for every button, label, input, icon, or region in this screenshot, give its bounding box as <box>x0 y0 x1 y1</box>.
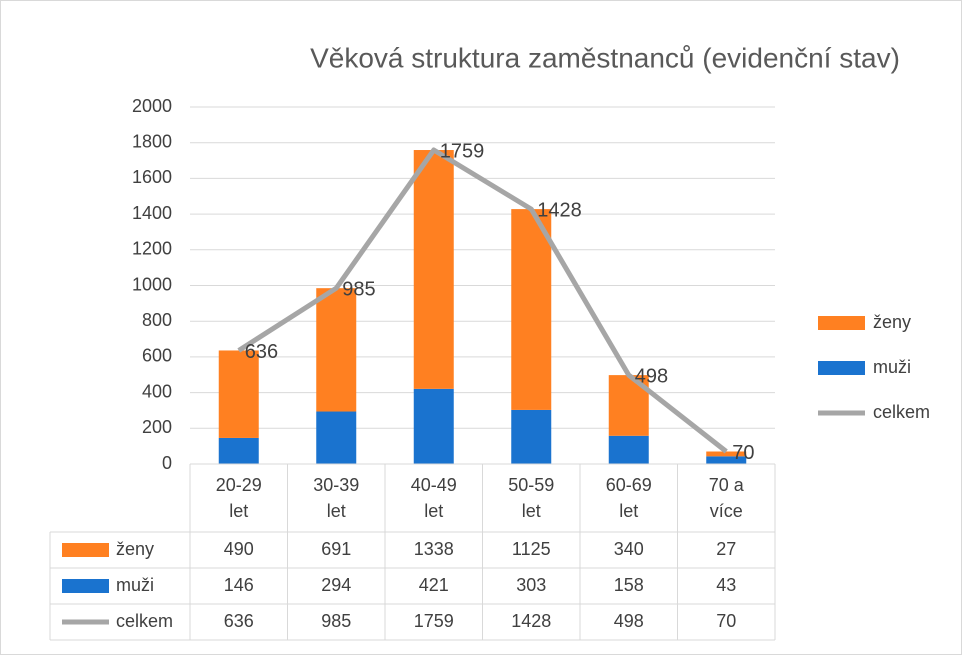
y-tick-label: 400 <box>142 381 172 401</box>
bar <box>218 437 259 464</box>
data-label: 636 <box>245 341 278 363</box>
table-cell: 1338 <box>414 539 454 559</box>
bar <box>706 451 747 457</box>
x-tick-label: 50-59 let <box>508 475 555 521</box>
table-header-cell: 60-69 let <box>605 475 652 521</box>
bar <box>511 209 552 410</box>
table-cell: 70 <box>716 611 736 631</box>
y-tick-label: 0 <box>162 453 172 473</box>
y-tick-label: 800 <box>142 310 172 330</box>
table-cell: 490 <box>224 539 254 559</box>
table-cell: 294 <box>321 575 351 595</box>
line <box>237 147 728 454</box>
y-tick-label: 1200 <box>132 239 172 259</box>
bar <box>706 456 747 464</box>
bar <box>316 411 357 464</box>
table-cell: 146 <box>224 575 254 595</box>
y-tick-label: 1000 <box>132 274 172 294</box>
data-label: 985 <box>342 278 375 300</box>
y-tick-label: 1800 <box>132 131 172 151</box>
table-row-label: muži <box>116 575 154 595</box>
data-label: 1428 <box>537 199 582 221</box>
table-header-cell: 70 a více <box>708 475 744 521</box>
table-cell: 636 <box>224 611 254 631</box>
table-cell: 303 <box>516 575 546 595</box>
y-tick-label: 1600 <box>132 167 172 187</box>
legend-swatch <box>818 316 865 330</box>
table-cell: 43 <box>716 575 736 595</box>
table-cell: 985 <box>321 611 351 631</box>
table-row-label: ženy <box>116 539 154 559</box>
bar <box>316 288 357 412</box>
table-cell: 158 <box>614 575 644 595</box>
table-legend-key <box>62 579 109 593</box>
legend-label: muži <box>873 357 911 377</box>
legend-label: ženy <box>873 312 911 332</box>
data-label: 498 <box>635 365 668 387</box>
table-cell: 340 <box>614 539 644 559</box>
bar <box>511 409 552 464</box>
table-header-cell: 30-39 let <box>313 475 360 521</box>
table-header-cell: 50-59 let <box>508 475 555 521</box>
x-tick-label: 20-29 let <box>215 475 262 521</box>
bar <box>413 150 454 389</box>
table-cell: 498 <box>614 611 644 631</box>
x-tick-label: 40-49 let <box>410 475 457 521</box>
y-tick-label: 200 <box>142 417 172 437</box>
bar <box>413 388 454 464</box>
x-tick-label: 30-39 let <box>313 475 360 521</box>
table-cell: 1125 <box>512 539 551 559</box>
table-cell: 1759 <box>414 611 454 631</box>
table-header-cell: 40-49 let <box>410 475 457 521</box>
data-label: 1759 <box>440 140 485 162</box>
table-header-cell: 20-29 let <box>215 475 262 521</box>
chart-title: Věková struktura zaměstnanců (evidenční … <box>310 42 900 73</box>
legend-swatch <box>818 361 865 375</box>
table-cell: 1428 <box>511 611 551 631</box>
table-legend-key <box>62 543 109 557</box>
table-cell: 691 <box>321 539 351 559</box>
bar <box>608 435 649 464</box>
y-tick-label: 1400 <box>132 203 172 223</box>
data-label: 70 <box>732 442 754 464</box>
table-row-label: celkem <box>116 611 173 631</box>
y-tick-label: 600 <box>142 346 172 366</box>
x-tick-label: 70 a více <box>708 475 744 521</box>
table-cell: 27 <box>716 539 736 559</box>
x-tick-label: 60-69 let <box>605 475 652 521</box>
y-tick-label: 2000 <box>132 96 172 116</box>
legend-label: celkem <box>873 402 930 422</box>
table-cell: 421 <box>419 575 449 595</box>
bar <box>218 350 259 438</box>
